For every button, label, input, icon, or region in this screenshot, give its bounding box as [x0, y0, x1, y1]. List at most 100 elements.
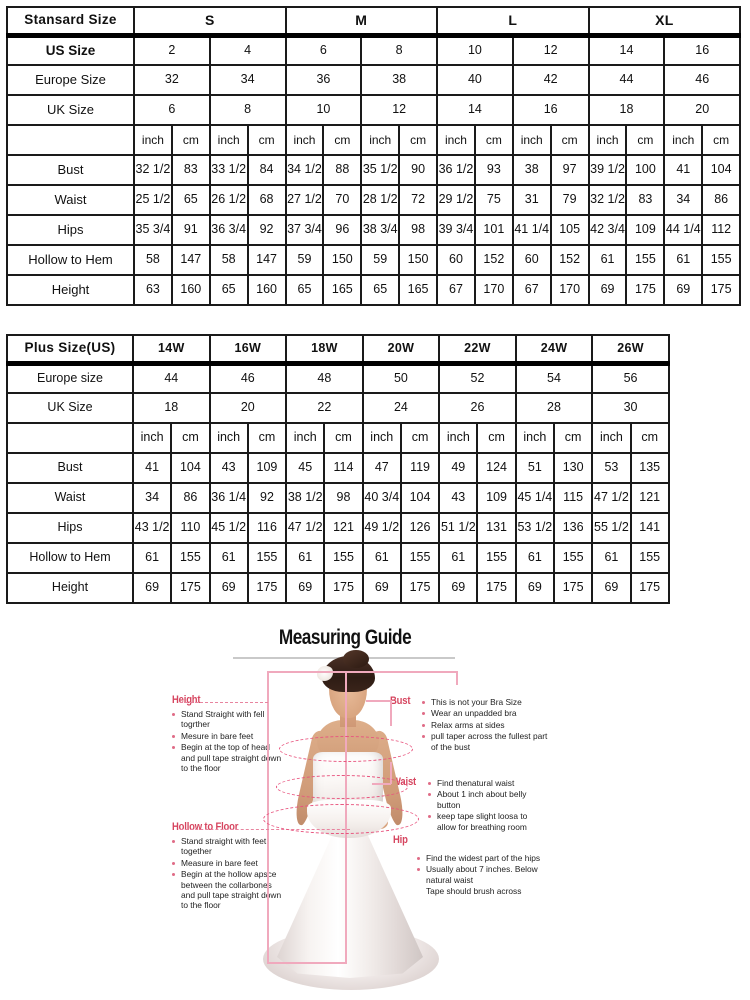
group-header-l: L [436, 6, 590, 38]
cell: 56 [591, 362, 670, 394]
cell: 34 [131, 482, 173, 514]
cell: 47 1/2 [285, 512, 326, 544]
list-item: Find thenatural waist [428, 778, 547, 788]
unit-cell: inch [360, 124, 401, 156]
cell: 51 1/2 [438, 512, 479, 544]
cell: 86 [170, 482, 211, 514]
cell: 69 [361, 572, 402, 604]
cell: 10 [436, 34, 514, 66]
list-item: pull taper across the fullest part of th… [422, 731, 550, 752]
cell: 51 [514, 452, 556, 484]
cell: 46 [208, 362, 288, 394]
model-hair-bun [343, 650, 369, 668]
cell: 175 [170, 572, 211, 604]
unit-cell: cm [629, 422, 670, 454]
plus-unit-row: inch cm inch cm inch cm inch cm inch cm … [6, 422, 670, 454]
unit-cell: cm [473, 124, 514, 156]
cell: 124 [476, 452, 517, 484]
cell: 114 [323, 452, 364, 484]
cell: 43 1/2 [131, 512, 173, 544]
cell: 47 [361, 452, 402, 484]
unit-cell: cm [398, 124, 439, 156]
cell: 28 1/2 [360, 184, 401, 216]
annotation-height-list: Stand Straight with fell togrther Mesure… [172, 709, 284, 773]
cell: 16 [663, 34, 742, 66]
plus-size-26w: 26W [591, 334, 670, 366]
cell: 155 [701, 244, 742, 276]
cell: 44 1/4 [663, 214, 704, 246]
table-row: Waist 34 86 36 1/4 92 38 1/2 98 40 3/4 1… [6, 482, 670, 514]
standard-unit-row: inch cm inch cm inch cm inch cm inch cm … [6, 124, 742, 156]
cell: 12 [360, 94, 439, 126]
cell: 92 [246, 214, 287, 246]
unit-cell: inch [514, 422, 556, 454]
annotation-hollow-to-floor-list: Stand straight with feet together Measur… [172, 836, 286, 911]
cell: 41 [663, 154, 704, 186]
unit-cell: cm [552, 422, 594, 454]
cell: 58 [208, 244, 249, 276]
cell: 37 3/4 [284, 214, 325, 246]
cell: 98 [398, 214, 439, 246]
cell: 175 [625, 274, 666, 306]
waist-measure-ellipse [276, 775, 408, 799]
unit-cell: inch [285, 422, 326, 454]
row-label-height: Height [6, 274, 135, 306]
annotation-bust-list: This is not your Bra Size Wear an unpadd… [422, 697, 550, 752]
unit-cell: cm [170, 124, 211, 156]
row-label-hollow-to-hem: Hollow to Hem [6, 542, 134, 574]
cell: 65 [284, 274, 325, 306]
cell: 36 1/2 [436, 154, 476, 186]
cell: 34 1/2 [284, 154, 325, 186]
bust-measure-ellipse [279, 736, 413, 762]
cell: 175 [246, 572, 288, 604]
cell: 115 [552, 482, 594, 514]
unit-cell: inch [208, 422, 249, 454]
row-label-hollow-to-hem: Hollow to Hem [6, 244, 135, 276]
cell: 170 [549, 274, 590, 306]
cell: 121 [629, 482, 670, 514]
unit-cell: inch [436, 124, 476, 156]
annotation-hip: Hip Find the widest part of the hips Usu… [393, 834, 548, 898]
table-row: Waist 25 1/2 65 26 1/2 68 27 1/2 70 28 1… [6, 184, 742, 216]
cell: 38 3/4 [360, 214, 401, 246]
cell: 116 [246, 512, 288, 544]
cell: 70 [322, 184, 363, 216]
cell: 61 [361, 542, 402, 574]
unit-row-blank [6, 124, 135, 156]
cell: 46 [663, 64, 742, 96]
row-label-europe-size: Europe Size [6, 64, 135, 96]
cell: 18 [132, 392, 211, 424]
annotation-waist-list: Find thenatural waist About 1 inch about… [428, 778, 547, 832]
cell: 36 1/4 [208, 482, 249, 514]
cell: 39 3/4 [436, 214, 476, 246]
cell: 88 [322, 154, 363, 186]
unit-cell: cm [701, 124, 742, 156]
table-row: UK Size 6 8 10 12 14 16 18 20 [6, 94, 742, 126]
cell: 83 [625, 184, 666, 216]
cell: 160 [170, 274, 211, 306]
cell: 36 [284, 64, 363, 96]
list-item: Stand straight with feet together [172, 836, 286, 857]
cell: 34 [663, 184, 704, 216]
cell: 59 [360, 244, 401, 276]
row-label-hips: Hips [6, 214, 135, 246]
cell: 40 3/4 [361, 482, 402, 514]
cell: 175 [476, 572, 517, 604]
height-bottom-line [267, 962, 347, 964]
cell: 61 [208, 542, 249, 574]
cell: 165 [322, 274, 363, 306]
cell: 75 [473, 184, 514, 216]
group-header-m: M [284, 6, 439, 38]
cell: 126 [399, 512, 441, 544]
cell: 38 1/2 [285, 482, 326, 514]
cell: 42 3/4 [587, 214, 628, 246]
cell: 155 [399, 542, 441, 574]
cell: 69 [438, 572, 479, 604]
cell: 24 [361, 392, 441, 424]
cell: 61 [587, 244, 628, 276]
unit-row-blank [6, 422, 134, 454]
cell: 130 [552, 452, 594, 484]
cell: 53 [591, 452, 632, 484]
cell: 45 1/2 [208, 512, 249, 544]
bust-pointer-horizontal [366, 700, 391, 702]
